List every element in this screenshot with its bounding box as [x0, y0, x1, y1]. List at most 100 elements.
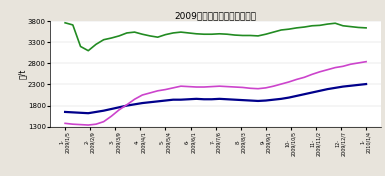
菜粕 [86, 112, 90, 114]
豆粕 [225, 33, 229, 35]
豆粕 [333, 22, 338, 24]
菜粕 [101, 110, 106, 112]
棉粕 [248, 87, 253, 89]
棉粕 [109, 115, 114, 117]
豆粕 [63, 22, 67, 24]
棉粕 [302, 76, 307, 78]
豆粕 [140, 33, 145, 35]
菜粕 [163, 99, 168, 102]
棉粕 [318, 71, 322, 73]
棉粕 [140, 94, 145, 96]
豆粕 [294, 27, 299, 29]
Line: 棉粕: 棉粕 [65, 62, 366, 125]
棉粕 [163, 89, 168, 91]
豆粕 [171, 32, 176, 34]
Line: 菜粕: 菜粕 [65, 84, 366, 113]
菜粕 [302, 93, 307, 95]
豆粕 [117, 35, 121, 37]
棉粕 [70, 123, 75, 125]
豆粕 [109, 37, 114, 39]
菜粕 [171, 99, 176, 101]
棉粕 [341, 65, 345, 67]
豆粕 [179, 31, 183, 33]
棉粕 [101, 121, 106, 123]
棉粕 [94, 123, 98, 125]
豆粕 [341, 25, 345, 27]
菜粕 [179, 99, 183, 101]
豆粕 [240, 34, 245, 37]
菜粕 [286, 96, 291, 99]
豆粕 [70, 24, 75, 26]
菜粕 [356, 84, 361, 86]
豆粕 [156, 36, 160, 38]
菜粕 [202, 98, 206, 100]
菜粕 [209, 98, 214, 100]
菜粕 [341, 86, 345, 88]
菜粕 [325, 88, 330, 90]
菜粕 [78, 112, 83, 114]
Y-axis label: 元/t: 元/t [17, 69, 27, 79]
豆粕 [78, 45, 83, 48]
豆粕 [248, 34, 253, 37]
棉粕 [333, 67, 338, 69]
豆粕 [86, 50, 90, 52]
棉粕 [148, 92, 152, 94]
Line: 豆粕: 豆粕 [65, 23, 366, 51]
棉粕 [356, 62, 361, 64]
菜粕 [63, 111, 67, 113]
棉粕 [78, 124, 83, 126]
豆粕 [364, 27, 368, 29]
豆粕 [263, 33, 268, 35]
豆粕 [202, 33, 206, 35]
菜粕 [333, 87, 338, 89]
菜粕 [140, 102, 145, 104]
棉粕 [202, 86, 206, 88]
棉粕 [156, 90, 160, 92]
豆粕 [286, 28, 291, 30]
豆粕 [348, 26, 353, 28]
棉粕 [186, 86, 191, 88]
豆粕 [217, 33, 222, 35]
棉粕 [348, 63, 353, 65]
棉粕 [124, 104, 129, 106]
菜粕 [109, 108, 114, 110]
菜粕 [263, 99, 268, 102]
菜粕 [248, 99, 253, 102]
菜粕 [124, 105, 129, 107]
豆粕 [209, 33, 214, 35]
菜粕 [318, 90, 322, 92]
棉粕 [217, 85, 222, 87]
豆粕 [318, 24, 322, 26]
豆粕 [233, 34, 237, 36]
菜粕 [156, 100, 160, 102]
菜粕 [132, 103, 137, 105]
豆粕 [132, 31, 137, 33]
豆粕 [256, 35, 260, 37]
豆粕 [186, 32, 191, 34]
棉粕 [233, 86, 237, 88]
棉粕 [294, 78, 299, 80]
菜粕 [271, 99, 276, 101]
豆粕 [194, 33, 199, 35]
棉粕 [132, 98, 137, 100]
棉粕 [209, 86, 214, 88]
菜粕 [186, 98, 191, 100]
豆粕 [148, 35, 152, 37]
棉粕 [171, 87, 176, 89]
菜粕 [364, 83, 368, 85]
菜粕 [256, 100, 260, 102]
菜粕 [194, 98, 199, 100]
菜粕 [148, 101, 152, 103]
棉粕 [279, 83, 283, 85]
棉粕 [310, 73, 315, 75]
豆粕 [101, 39, 106, 41]
豆粕 [310, 25, 315, 27]
棉粕 [86, 124, 90, 126]
棉粕 [271, 85, 276, 87]
菜粕 [294, 95, 299, 97]
菜粕 [279, 98, 283, 100]
棉粕 [256, 88, 260, 90]
菜粕 [233, 99, 237, 101]
棉粕 [194, 86, 199, 88]
菜粕 [348, 85, 353, 87]
